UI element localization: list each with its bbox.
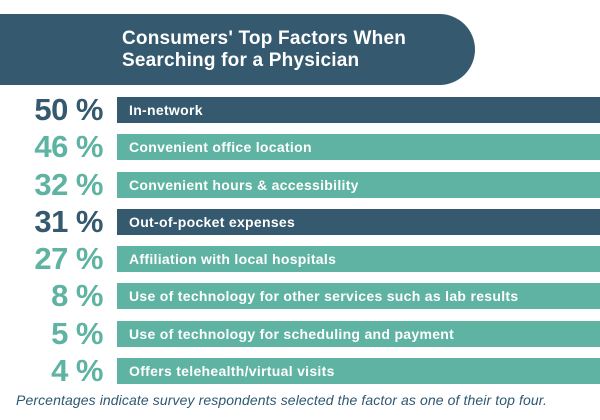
percent-label: 4 % bbox=[51, 353, 103, 389]
chart-title-banner: Consumers' Top Factors When Searching fo… bbox=[0, 14, 475, 85]
chart-row: 32 % Convenient hours & accessibility bbox=[0, 166, 600, 202]
percent-label: 8 % bbox=[51, 278, 103, 314]
bar: In-network bbox=[117, 97, 600, 123]
bar-label: Convenient hours & accessibility bbox=[129, 176, 359, 193]
percent-label: 5 % bbox=[51, 315, 103, 351]
chart-title-line2: Searching for a Physician bbox=[122, 49, 360, 71]
bar-label: Out-of-pocket expenses bbox=[129, 213, 296, 230]
bar-chart: 50 % In-network 46 % Convenient office l… bbox=[0, 92, 600, 395]
chart-row: 31 % Out-of-pocket expenses bbox=[0, 203, 600, 239]
bar: Offers telehealth/virtual visits bbox=[117, 358, 600, 385]
bar: Out-of-pocket expenses bbox=[117, 208, 600, 235]
bar-label: Use of technology for other services suc… bbox=[129, 288, 519, 305]
chart-row: 5 % Use of technology for scheduling and… bbox=[0, 315, 600, 351]
chart-row: 46 % Convenient office location bbox=[0, 129, 600, 165]
bar: Convenient office location bbox=[117, 134, 600, 161]
chart-row: 8 % Use of technology for other services… bbox=[0, 278, 600, 314]
percent-label: 50 % bbox=[34, 92, 103, 127]
footnote: Percentages indicate survey respondents … bbox=[16, 392, 547, 408]
bar-label: In-network bbox=[129, 102, 203, 118]
bar-label: Affiliation with local hospitals bbox=[129, 251, 337, 268]
bar: Use of technology for other services suc… bbox=[117, 283, 600, 310]
chart-row: 4 % Offers telehealth/virtual visits bbox=[0, 353, 600, 389]
percent-label: 27 % bbox=[34, 241, 103, 277]
bar: Use of technology for scheduling and pay… bbox=[117, 320, 600, 347]
bar: Convenient hours & accessibility bbox=[117, 171, 600, 198]
bar: Affiliation with local hospitals bbox=[117, 246, 600, 273]
bar-label: Convenient office location bbox=[129, 139, 312, 156]
bar-label: Use of technology for scheduling and pay… bbox=[129, 325, 455, 342]
chart-row: 50 % In-network bbox=[0, 92, 600, 127]
chart-title-line1: Consumers' Top Factors When bbox=[122, 27, 407, 49]
chart-row: 27 % Affiliation with local hospitals bbox=[0, 241, 600, 277]
percent-label: 46 % bbox=[34, 129, 103, 165]
percent-label: 31 % bbox=[34, 203, 103, 239]
percent-label: 32 % bbox=[34, 166, 103, 202]
bar-label: Offers telehealth/virtual visits bbox=[129, 363, 335, 380]
